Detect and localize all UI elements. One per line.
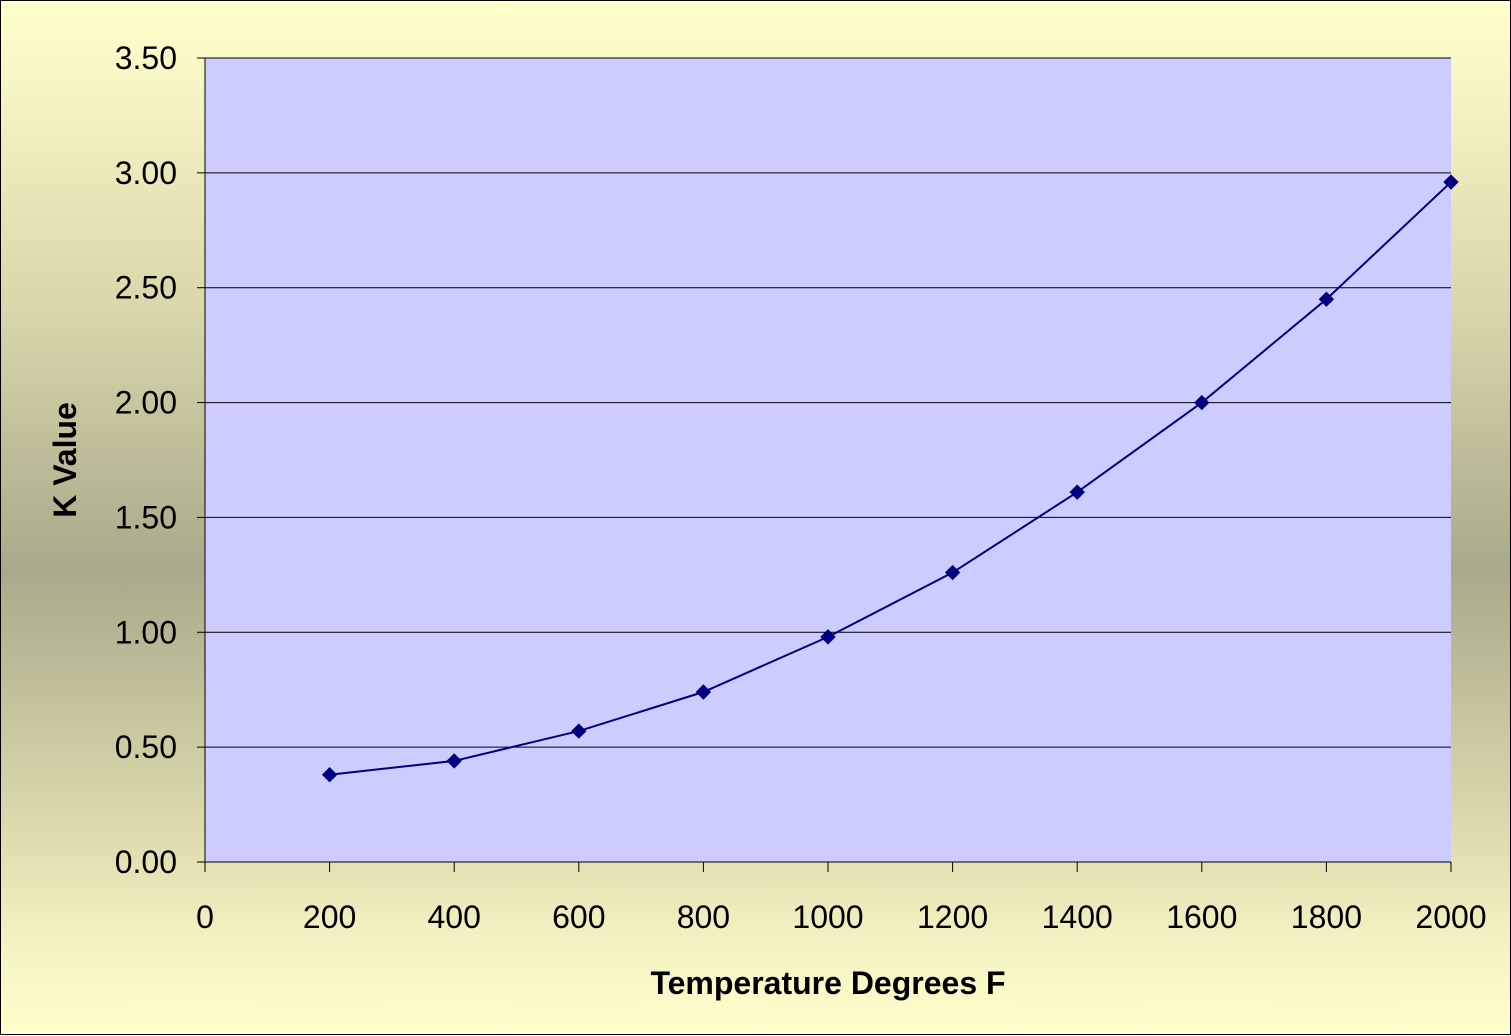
gridlines	[205, 57, 1451, 748]
data-point	[1443, 174, 1459, 190]
y-tick-label: 0.50	[115, 729, 177, 765]
data-point	[944, 564, 961, 581]
y-tick-label: 1.50	[115, 499, 177, 535]
x-tick-label: 0	[196, 899, 214, 935]
x-axis-title: Temperature Degrees F	[650, 965, 1005, 1001]
data-point	[446, 753, 462, 769]
x-tick-label: 1800	[1291, 899, 1362, 935]
data-point	[695, 684, 712, 700]
data-point	[1318, 291, 1335, 307]
x-tick-label: 600	[552, 899, 605, 935]
data-point	[321, 767, 338, 783]
x-tick-label: 200	[303, 899, 356, 935]
y-tick-label: 2.00	[115, 385, 177, 421]
data-point	[1069, 484, 1085, 500]
y-axis-title: K Value	[47, 402, 83, 518]
x-tick-label: 1600	[1166, 899, 1237, 935]
x-tick-label: 1200	[917, 899, 988, 935]
data-point	[571, 723, 587, 739]
series-line	[329, 181, 1452, 776]
series-layer	[321, 174, 1459, 783]
y-tick-label: 2.50	[115, 270, 177, 306]
x-tick-label: 1400	[1042, 899, 1113, 935]
y-tick-label: 1.00	[115, 614, 177, 650]
y-tick-label: 0.00	[115, 844, 177, 880]
x-tick-label: 800	[677, 899, 730, 935]
x-tick-label: 400	[428, 899, 481, 935]
axes	[197, 57, 1452, 872]
plot-area	[205, 58, 1451, 862]
y-tick-labels: 0.00 0.50 1.00 1.50 2.00 2.50 3.00 3.50	[115, 40, 177, 880]
x-tick-label: 1000	[792, 899, 863, 935]
x-tick-labels: 0 200 400 600 800 1000 1200 1400 1600 1800 2000	[196, 899, 1486, 935]
x-tick-label: 2000	[1415, 899, 1486, 935]
data-point	[820, 629, 836, 645]
y-tick-label: 3.50	[115, 40, 177, 76]
y-tick-label: 3.00	[115, 155, 177, 191]
data-point	[1194, 394, 1210, 411]
